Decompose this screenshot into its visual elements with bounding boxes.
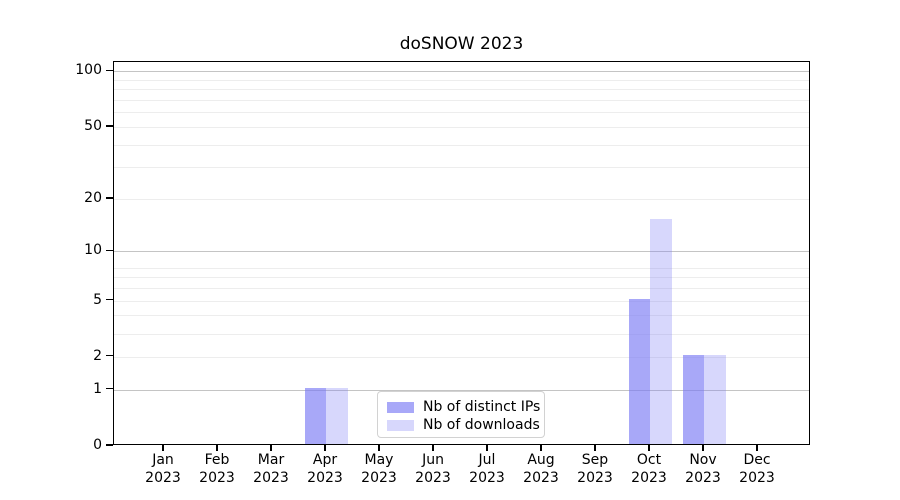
x-tick-mark bbox=[378, 445, 380, 451]
y-tick-mark bbox=[106, 388, 113, 390]
y-tick-label: 0 bbox=[93, 437, 102, 453]
y-gridline-minor bbox=[114, 288, 809, 290]
y-gridline-minor bbox=[114, 267, 809, 269]
x-tick-label-oct-2023: Oct 2023 bbox=[631, 452, 667, 486]
x-tick-label-feb-2023: Feb 2023 bbox=[199, 452, 235, 486]
y-tick-label: 50 bbox=[84, 117, 102, 134]
bar-nb-of-distinct-ips-apr-2023 bbox=[304, 387, 326, 444]
legend-swatch-downloads bbox=[387, 419, 414, 431]
y-gridline-minor bbox=[114, 167, 809, 169]
legend-entry-distinct-ips: Nb of distinct IPs bbox=[387, 399, 540, 415]
x-tick-mark bbox=[162, 445, 164, 451]
x-tick-label-sep-2023: Sep 2023 bbox=[577, 452, 613, 486]
y-gridline-major bbox=[114, 71, 809, 73]
y-gridline-major bbox=[114, 389, 809, 391]
y-tick-label: 1 bbox=[93, 380, 102, 397]
y-gridline-minor bbox=[114, 144, 809, 146]
y-tick-mark bbox=[106, 69, 113, 72]
y-tick-mark bbox=[106, 249, 113, 252]
x-tick-label-nov-2023: Nov 2023 bbox=[685, 452, 721, 486]
x-tick-mark bbox=[702, 445, 704, 451]
legend-swatch-distinct-ips bbox=[387, 401, 414, 413]
y-tick-label: 10 bbox=[84, 242, 102, 259]
y-gridline-major bbox=[114, 251, 809, 253]
y-tick-label: 100 bbox=[75, 62, 102, 79]
y-tick-mark bbox=[106, 125, 113, 127]
x-tick-mark bbox=[540, 445, 542, 451]
plot-area bbox=[113, 61, 810, 445]
y-tick-label: 5 bbox=[93, 291, 102, 308]
x-tick-label-aug-2023: Aug 2023 bbox=[523, 452, 559, 486]
legend-label-distinct-ips: Nb of distinct IPs bbox=[423, 399, 541, 415]
x-tick-label-jun-2023: Jun 2023 bbox=[415, 452, 451, 486]
x-tick-mark bbox=[648, 445, 650, 451]
y-gridline-minor bbox=[114, 333, 809, 335]
y-tick-label: 20 bbox=[84, 189, 102, 206]
y-gridline-minor bbox=[114, 126, 809, 128]
bar-nb-of-downloads-nov-2023 bbox=[704, 354, 726, 444]
bar-nb-of-distinct-ips-nov-2023 bbox=[682, 354, 704, 444]
legend-label-downloads: Nb of downloads bbox=[423, 417, 540, 433]
x-tick-mark bbox=[594, 445, 596, 451]
y-gridline-minor bbox=[114, 300, 809, 302]
x-tick-label-apr-2023: Apr 2023 bbox=[307, 452, 343, 486]
bar-nb-of-downloads-apr-2023 bbox=[326, 387, 348, 444]
y-tick-mark bbox=[106, 298, 113, 301]
y-gridline-minor bbox=[114, 100, 809, 101]
y-tick-mark bbox=[106, 197, 113, 199]
x-tick-label-jul-2023: Jul 2023 bbox=[469, 452, 505, 486]
x-tick-label-dec-2023: Dec 2023 bbox=[739, 452, 775, 486]
x-tick-mark bbox=[270, 445, 272, 451]
x-tick-label-jan-2023: Jan 2023 bbox=[145, 452, 181, 486]
x-tick-mark bbox=[432, 445, 434, 451]
bar-nb-of-distinct-ips-oct-2023 bbox=[628, 298, 650, 444]
bar-nb-of-downloads-oct-2023 bbox=[650, 219, 672, 444]
y-tick-mark bbox=[106, 444, 113, 446]
legend-entry-downloads: Nb of downloads bbox=[387, 417, 540, 433]
x-tick-label-may-2023: May 2023 bbox=[361, 452, 397, 486]
legend: Nb of distinct IPs Nb of downloads bbox=[377, 391, 545, 438]
chart-title: doSNOW 2023 bbox=[399, 34, 524, 54]
y-gridline-minor bbox=[114, 356, 809, 358]
y-gridline-minor bbox=[114, 112, 809, 114]
y-tick-label: 2 bbox=[93, 347, 102, 364]
x-tick-mark bbox=[216, 445, 218, 451]
x-tick-mark bbox=[756, 445, 758, 451]
x-tick-label-mar-2023: Mar 2023 bbox=[253, 452, 289, 486]
y-gridline-minor bbox=[114, 79, 809, 81]
x-tick-mark bbox=[486, 445, 488, 451]
y-gridline-minor bbox=[114, 277, 809, 279]
y-tick-mark bbox=[106, 355, 113, 357]
x-tick-mark bbox=[324, 445, 326, 451]
y-gridline-minor bbox=[114, 315, 809, 317]
y-gridline-minor bbox=[114, 89, 809, 91]
y-gridline-minor bbox=[114, 198, 809, 200]
